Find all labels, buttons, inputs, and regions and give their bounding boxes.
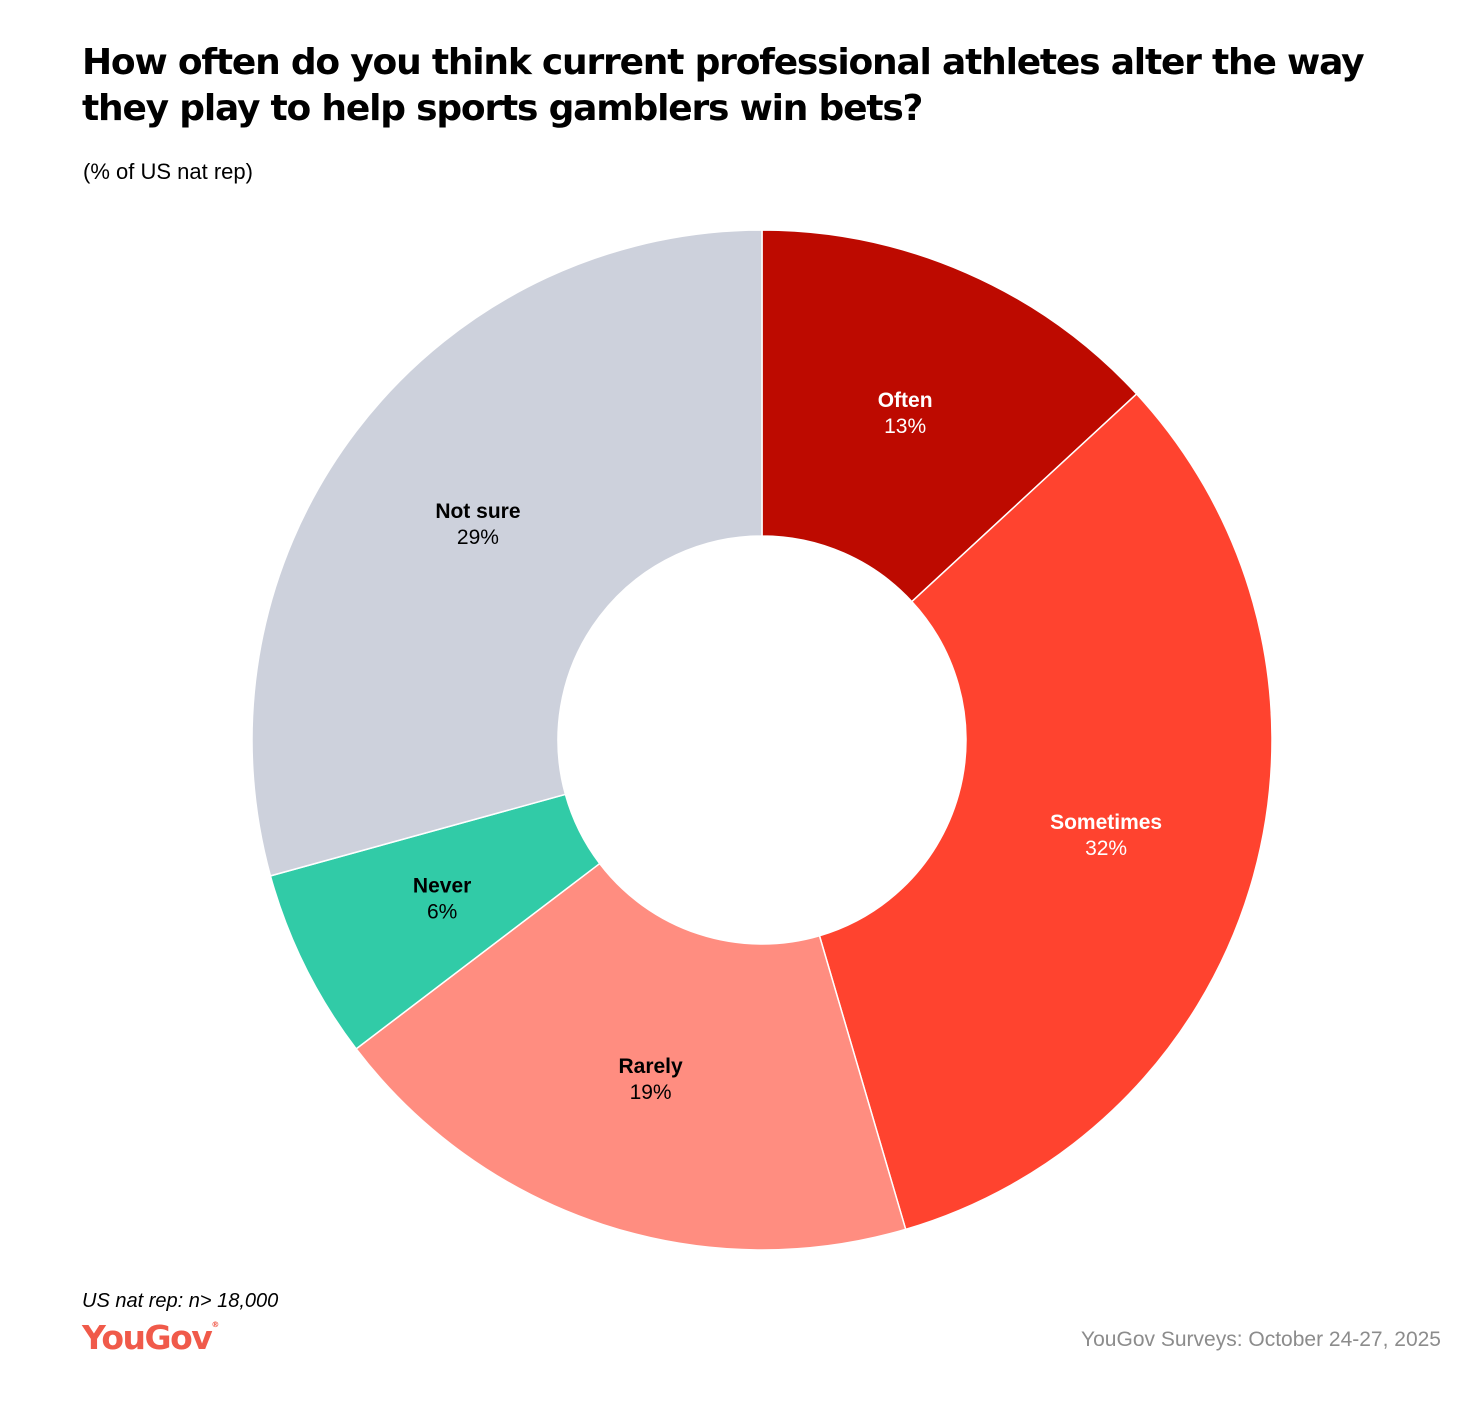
slice-not-sure — [251, 229, 763, 877]
chart-title: How often do you think current professio… — [82, 42, 1365, 129]
slice-value-sometimes: 32% — [1085, 837, 1127, 860]
slice-value-rarely: 19% — [630, 1081, 672, 1104]
chart-subtitle: (% of US nat rep) — [83, 159, 253, 184]
slice-value-not-sure: 29% — [457, 526, 499, 549]
slice-label-sometimes: Sometimes — [1050, 811, 1162, 834]
sample-size-note: US nat rep: n> 18,000 — [82, 1290, 279, 1312]
slice-rarely — [355, 862, 907, 1251]
slice-sometimes — [818, 392, 1273, 1231]
source-note: YouGov Surveys: October 24-27, 2025 — [1081, 1328, 1441, 1351]
slice-often — [761, 229, 1138, 603]
slice-value-never: 6% — [427, 901, 457, 924]
slice-label-often: Often — [878, 389, 933, 412]
slice-label-never: Never — [413, 875, 471, 898]
slice-value-often: 13% — [884, 415, 926, 438]
logo-text: YouGov — [82, 1318, 213, 1357]
slice-label-rarely: Rarely — [618, 1055, 683, 1078]
logo-registered-mark: ® — [211, 1320, 220, 1329]
slice-label-not-sure: Not sure — [435, 500, 520, 523]
yougov-logo: YouGov® — [82, 1318, 219, 1357]
